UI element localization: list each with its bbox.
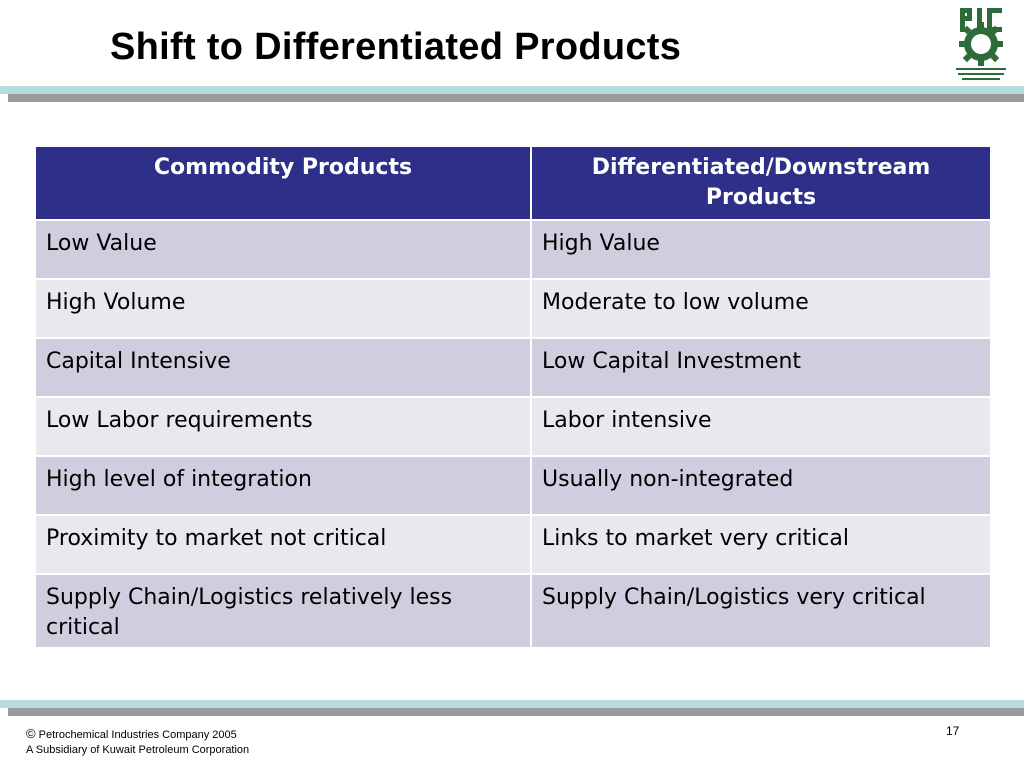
table-cell: Capital Intensive	[34, 337, 532, 398]
table-row: High level of integration Usually non-in…	[34, 455, 992, 516]
footer-subsidiary-line: A Subsidiary of Kuwait Petroleum Corpora…	[26, 744, 250, 756]
table-row: Capital Intensive Low Capital Investment	[34, 337, 992, 398]
company-logo	[946, 2, 1016, 86]
table-row: Low Value High Value	[34, 219, 992, 280]
table-cell: Low Labor requirements	[34, 396, 532, 457]
header-rule-teal	[0, 86, 1024, 94]
column-header-commodity: Commodity Products	[34, 145, 532, 221]
table-row: High Volume Moderate to low volume	[34, 278, 992, 339]
table-cell: Supply Chain/Logistics very critical	[530, 573, 992, 649]
footer-rule-gray	[8, 708, 1024, 716]
footer-text: © Petrochemical Industries Company 2005 …	[26, 726, 249, 758]
table-cell: Low Value	[34, 219, 532, 280]
pic-logo-icon	[956, 8, 1006, 80]
table-cell: Supply Chain/Logistics relatively less c…	[34, 573, 532, 649]
footer-company-line: Petrochemical Industries Company 2005	[38, 729, 237, 741]
table-row: Proximity to market not critical Links t…	[34, 514, 992, 575]
table-cell: Moderate to low volume	[530, 278, 992, 339]
table-cell: High level of integration	[34, 455, 532, 516]
table-cell: Proximity to market not critical	[34, 514, 532, 575]
table-cell: Links to market very critical	[530, 514, 992, 575]
table-row: Low Labor requirements Labor intensive	[34, 396, 992, 457]
table-cell: High Volume	[34, 278, 532, 339]
column-header-differentiated: Differentiated/Downstream Products	[530, 145, 992, 221]
table-cell: High Value	[530, 219, 992, 280]
footer-rule-teal	[0, 700, 1024, 708]
table-cell: Usually non-integrated	[530, 455, 992, 516]
table-cell: Labor intensive	[530, 396, 992, 457]
slide-title: Shift to Differentiated Products	[110, 26, 682, 68]
table-row: Supply Chain/Logistics relatively less c…	[34, 573, 992, 649]
table-header-row: Commodity Products Differentiated/Downst…	[34, 145, 992, 221]
comparison-table: Commodity Products Differentiated/Downst…	[34, 145, 992, 649]
table-cell: Low Capital Investment	[530, 337, 992, 398]
header-rule-gray	[8, 94, 1024, 102]
page-number: 17	[946, 724, 960, 738]
copyright-symbol: ©	[26, 726, 36, 741]
